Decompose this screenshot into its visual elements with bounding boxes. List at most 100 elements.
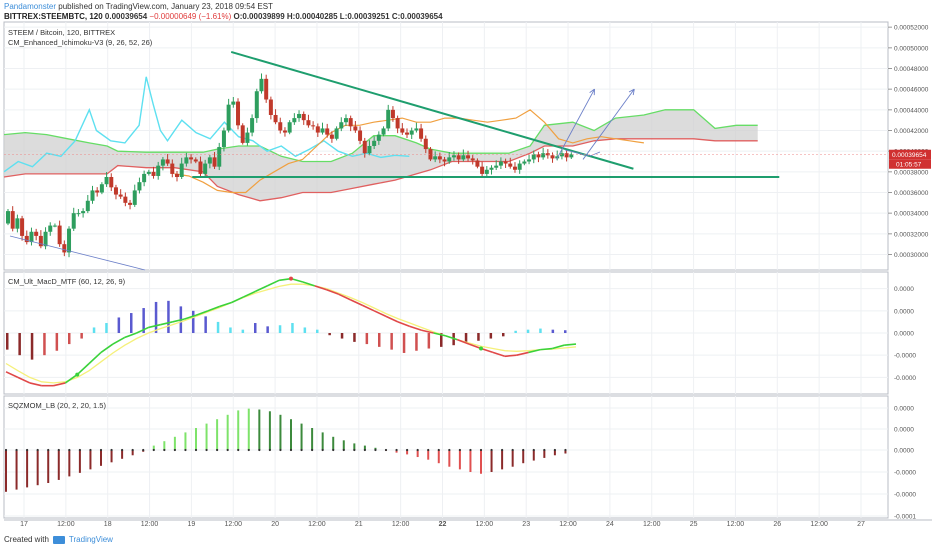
candle-body <box>475 160 480 167</box>
x-tick-label: 19 <box>188 521 196 528</box>
symbol-label[interactable]: BITTREX:STEEMBTC, 120 <box>4 12 103 21</box>
resistance-trendline <box>230 51 634 170</box>
squeeze-dot <box>194 448 198 452</box>
macd-line-segment <box>385 315 399 323</box>
squeeze-dot <box>78 448 81 452</box>
squeeze-dot <box>289 448 293 452</box>
macd-hist-bar <box>316 329 319 333</box>
squeeze-dot <box>247 448 250 452</box>
candle-body <box>517 163 522 170</box>
candle-body <box>207 157 212 164</box>
macd-line-segment <box>53 382 66 387</box>
candle-body <box>512 166 517 170</box>
macd-hist-bar <box>105 323 108 333</box>
candle-body <box>170 163 175 174</box>
squeeze-dot <box>427 448 430 452</box>
chart-title: STEEM / Bitcoin, 120, BITTREX <box>8 28 115 37</box>
y-tick-label: 0.0000 <box>894 406 914 413</box>
macd-line-segment <box>88 351 102 365</box>
tradingview-link[interactable]: TradingView <box>68 535 113 544</box>
macd-line-segment <box>528 348 541 354</box>
footer: Created with TradingView <box>4 535 113 544</box>
squeeze-dot <box>543 448 546 452</box>
squeeze-dot <box>416 448 419 452</box>
candle-body <box>52 225 57 227</box>
candle-body <box>43 231 48 247</box>
y-tick-label: 0.00052000 <box>894 25 929 32</box>
macd-line-segment <box>564 343 577 346</box>
macd-hist-bar <box>254 323 257 333</box>
candle-body <box>456 155 461 160</box>
candle-body <box>189 157 194 160</box>
squeeze-dot <box>110 448 113 452</box>
candle-body <box>353 126 358 131</box>
y-tick-label: 0.00044000 <box>894 107 929 114</box>
x-tick-label: 25 <box>690 521 698 528</box>
candle-body <box>428 149 433 160</box>
candle-body <box>6 211 10 224</box>
candle-body <box>376 134 381 141</box>
candle-body <box>367 146 372 154</box>
candle-body <box>343 118 348 123</box>
projection-arrowhead <box>589 88 595 96</box>
macd-line-segment <box>338 293 351 301</box>
projection-arrow <box>556 88 595 160</box>
y-tick-label: 0.0000 <box>894 427 914 434</box>
span-b-line <box>3 138 758 202</box>
candle-body <box>536 154 541 158</box>
macd-line-segment <box>160 321 173 326</box>
macd-line-segment <box>172 318 185 323</box>
lower-channel-line <box>9 235 146 271</box>
macd-hist-bar <box>390 333 393 350</box>
chart-header: Pandamonster published on TradingView.co… <box>4 2 443 22</box>
squeeze-dot <box>184 448 187 452</box>
macd-line-segment <box>361 304 375 312</box>
candle-body <box>212 157 217 167</box>
candle-body <box>160 159 165 166</box>
candle-body <box>320 128 325 133</box>
candle-body <box>24 235 29 243</box>
candle-body <box>259 78 264 92</box>
x-tick-label: 20 <box>271 521 279 528</box>
candle-body <box>226 104 231 131</box>
squeeze-dot <box>205 448 208 452</box>
macd-line-segment <box>504 354 517 358</box>
squeeze-dot <box>36 448 39 452</box>
candle-body <box>451 155 456 158</box>
squeeze-dot <box>374 448 377 452</box>
short-projection-arrow <box>564 149 601 157</box>
x-tick-label: 24 <box>606 521 614 528</box>
candle-body <box>184 157 189 164</box>
candle-body <box>57 225 62 245</box>
x-tick-label: 27 <box>857 521 865 528</box>
sqzmom-title: SQZMOM_LB (20, 2, 20, 1.5) <box>8 401 106 410</box>
candle-body <box>174 173 179 177</box>
macd-hist-bar <box>291 323 294 333</box>
candle-body <box>484 169 489 174</box>
candle-body <box>123 196 128 203</box>
squeeze-dot <box>321 448 324 452</box>
candle-body <box>264 78 269 100</box>
candle-body <box>245 132 250 143</box>
squeeze-dot <box>300 448 303 452</box>
candle-body <box>550 155 555 159</box>
x-tick-label: 12:00 <box>476 521 494 528</box>
macd-line-segment <box>183 314 197 320</box>
candle-body <box>282 130 287 133</box>
macd-line-segment <box>207 305 221 312</box>
squeeze-dot <box>490 448 493 452</box>
squeeze-dot <box>99 448 103 452</box>
candle-body <box>508 163 513 167</box>
candle-body <box>99 184 104 193</box>
candle-body <box>541 153 546 158</box>
macd-line-segment <box>302 281 315 287</box>
author-link[interactable]: Pandamonster <box>4 2 57 11</box>
x-tick-label: 12:00 <box>392 521 410 528</box>
panel-frame-1 <box>3 21 889 271</box>
squeeze-dot <box>332 448 335 452</box>
x-tick-label: 12:00 <box>224 521 242 528</box>
macd-line-segment <box>76 362 90 376</box>
macd-line-segment <box>445 335 458 341</box>
squeeze-dot <box>501 448 504 452</box>
